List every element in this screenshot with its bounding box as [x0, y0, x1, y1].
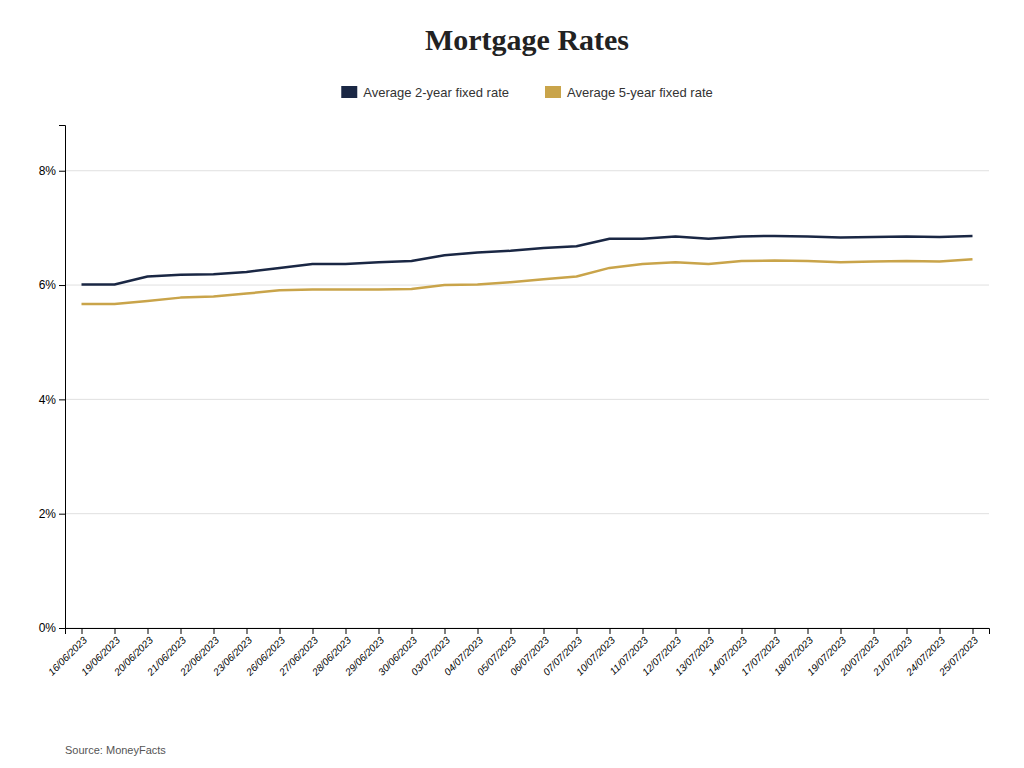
x-tick-mark — [874, 628, 875, 634]
annotation: Source: MoneyFacts — [65, 744, 166, 756]
legend-item: Average 5-year fixed rate — [545, 85, 713, 100]
y-tick-mark — [59, 514, 65, 515]
x-tick-mark — [478, 628, 479, 634]
y-tick: 8% — [39, 164, 65, 178]
x-tick-mark — [280, 628, 281, 634]
x-tick: 25/07/2023 — [936, 628, 980, 678]
y-tick-label: 4% — [39, 393, 57, 407]
y-tick-mark — [59, 171, 65, 172]
x-tick-mark — [346, 628, 347, 634]
grid-line — [65, 170, 989, 171]
x-tick-mark — [115, 628, 116, 634]
legend-label: Average 2-year fixed rate — [363, 85, 509, 100]
legend-item: Average 2-year fixed rate — [341, 85, 509, 100]
y-tick: 4% — [39, 393, 65, 407]
x-tick-mark — [808, 628, 809, 634]
title: Mortgage Rates — [425, 23, 629, 56]
x-tick-mark — [148, 628, 149, 634]
x-tick-mark — [82, 628, 83, 634]
line — [82, 236, 973, 285]
y-tick-label: 8% — [39, 164, 57, 178]
x-tick-mark — [214, 628, 215, 634]
x-tick-mark — [511, 628, 512, 634]
y-tick: 2% — [39, 507, 65, 521]
x-tick-mark — [709, 628, 710, 634]
chart: 0% 2% 4% 6% 8% 16/06/202319/06/202320/06/2023… — [0, 0, 1024, 768]
y-tick-mark — [59, 399, 65, 400]
legend-swatch — [341, 86, 357, 98]
x-tick-label: 25/07/2023 — [936, 634, 980, 678]
x-tick-mark — [610, 628, 611, 634]
legend: Average 2-year fixed rate Average 5-year … — [341, 85, 712, 100]
x-tick-mark — [973, 628, 974, 634]
x-tick-mark — [676, 628, 677, 634]
x-tick-mark — [412, 628, 413, 634]
x-axis: 16/06/202319/06/202320/06/202321/06/2023… — [46, 628, 990, 678]
x-tick-mark — [940, 628, 941, 634]
x-tick-mark — [841, 628, 842, 634]
grid-line — [65, 399, 989, 400]
x-tick-mark — [379, 628, 380, 634]
y-tick: 6% — [39, 278, 65, 292]
x-tick-mark — [181, 628, 182, 634]
x-tick-mark — [247, 628, 248, 634]
x-tick-mark — [577, 628, 578, 634]
legend-label: Average 5-year fixed rate — [567, 85, 713, 100]
grid-line — [65, 285, 989, 286]
x-axis-line — [66, 629, 990, 635]
x-tick-mark — [313, 628, 314, 634]
y-tick-label: 2% — [39, 507, 57, 521]
x-tick-mark — [742, 628, 743, 634]
y-tick-mark — [59, 285, 65, 286]
y-axis: 0% 2% 4% 6% 8% — [39, 126, 66, 636]
x-tick-mark — [775, 628, 776, 634]
x-tick-mark — [445, 628, 446, 634]
y-axis-line — [59, 126, 66, 629]
line — [82, 259, 973, 304]
y-tick-label: 6% — [39, 278, 57, 292]
x-tick-mark — [907, 628, 908, 634]
lines — [82, 236, 973, 304]
y-tick: 0% — [39, 621, 65, 635]
plot-area: 0% 2% 4% 6% 8% 16/06/202319/06/202320/06/2023… — [39, 126, 990, 679]
x-tick-mark — [544, 628, 545, 634]
x-tick-mark — [643, 628, 644, 634]
legend-swatch — [545, 86, 561, 98]
y-tick-label: 0% — [39, 621, 57, 635]
grid-line — [65, 513, 989, 514]
y-tick-mark — [59, 628, 65, 629]
grid — [65, 171, 989, 628]
